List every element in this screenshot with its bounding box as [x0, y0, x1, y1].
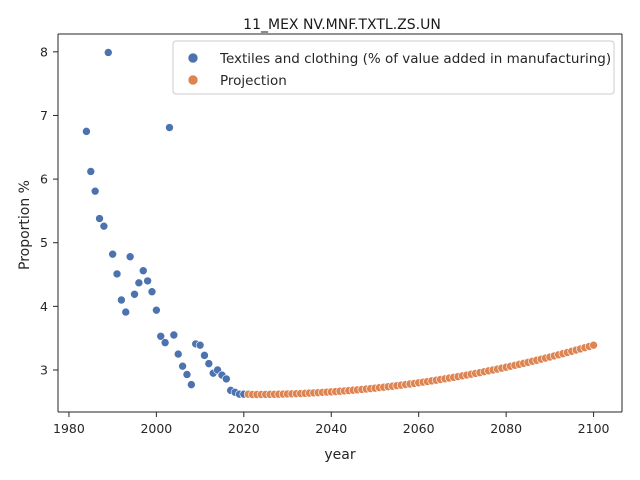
x-axis-label: year	[324, 447, 355, 463]
data-point-textiles	[117, 295, 126, 305]
x-tick-label: 2060	[403, 421, 435, 436]
data-point-textiles	[195, 340, 205, 350]
data-point-textiles	[169, 330, 179, 340]
data-point-textiles	[165, 123, 174, 132]
data-point-textiles	[152, 305, 161, 315]
data-point-textiles	[130, 289, 139, 299]
legend-marker-textiles	[187, 52, 199, 64]
data-point-textiles	[138, 266, 148, 276]
data-point-textiles	[204, 359, 214, 368]
legend-marker-projection	[187, 74, 199, 86]
y-tick-label: 4	[40, 299, 48, 314]
x-tick-label: 2020	[228, 421, 260, 436]
data-point-textiles	[86, 167, 96, 176]
y-tick-label: 6	[40, 172, 48, 187]
data-point-textiles	[82, 127, 91, 136]
plot-area: 1980 2000 2020 2040 2060 2080 2100 3 4 5 6 7 8	[40, 33, 623, 436]
legend: Textiles and clothing (% of value added …	[172, 40, 615, 95]
data-point-textiles	[156, 331, 166, 341]
data-point-textiles	[103, 48, 113, 57]
data-point-textiles	[95, 214, 104, 223]
data-point-textiles	[134, 278, 144, 288]
data-point-textiles	[178, 361, 187, 371]
data-point-textiles	[222, 374, 231, 384]
x-tick-label: 2100	[578, 421, 610, 436]
data-point-textiles	[90, 186, 100, 196]
data-point-textiles	[125, 252, 135, 262]
data-point-textiles	[160, 338, 170, 347]
y-axis-ticks: 3 4 5 6 7 8	[40, 44, 58, 378]
x-tick-label: 2000	[140, 421, 172, 436]
x-axis-ticks: 1980 2000 2020 2040 2060 2080 2100	[53, 412, 610, 436]
data-point-textiles	[200, 351, 209, 360]
legend-box	[172, 40, 615, 95]
data-point-projection	[589, 340, 598, 350]
legend-label-textiles: Textiles and clothing (% of value added …	[219, 51, 611, 67]
data-point-textiles	[112, 269, 122, 279]
data-point-textiles	[99, 221, 109, 231]
series-layer	[82, 48, 598, 399]
y-axis-label: Proportion %	[17, 180, 33, 270]
x-tick-label: 1980	[53, 421, 85, 436]
x-tick-label: 2040	[315, 421, 347, 436]
data-point-textiles	[187, 380, 196, 389]
data-point-textiles	[108, 249, 117, 259]
y-tick-label: 8	[40, 44, 48, 59]
legend-label-projection: Projection	[220, 73, 287, 89]
y-tick-label: 5	[40, 235, 48, 250]
data-point-textiles	[173, 349, 183, 359]
y-tick-label: 7	[40, 108, 48, 123]
data-point-textiles	[143, 276, 152, 286]
data-point-textiles	[182, 370, 192, 379]
data-point-textiles	[121, 307, 131, 317]
y-tick-label: 3	[40, 363, 48, 378]
data-point-textiles	[147, 287, 157, 297]
x-tick-label: 2080	[490, 421, 522, 436]
chart-title: 11_MEX NV.MNF.TXTL.ZS.UN	[243, 17, 441, 33]
